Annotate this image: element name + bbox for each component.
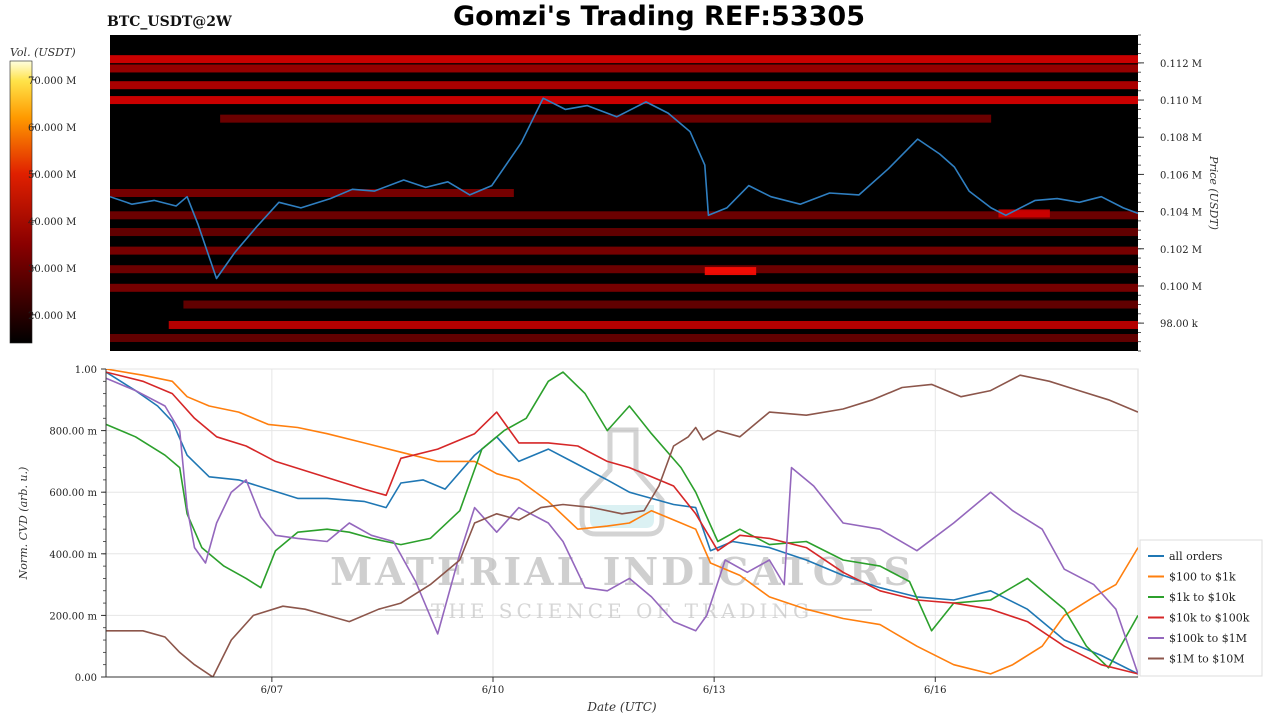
price-tick-label: 0.108 M [1160,133,1202,144]
liquidity-band [704,267,757,276]
legend-label: $1M to $10M [1169,653,1245,666]
colorbar-tick-label: 60.000 M [28,123,76,134]
colorbar-label: Vol. (USDT) [10,46,76,59]
cvd-y-axis-label: Norm. CVD (arb. u.) [17,467,30,581]
price-tick-label: 0.102 M [1160,245,1202,256]
watermark-line2: THE SCIENCE OF TRADING [431,599,813,623]
colorbar-tick-label: 70.000 M [28,76,76,87]
cvd-x-tick-label: 6/10 [482,685,504,696]
legend-label: $100 to $1k [1169,571,1236,584]
cvd-series-lines [106,369,1138,677]
price-tick-label: 0.104 M [1160,208,1202,219]
liquidity-band [110,246,1138,255]
cvd-x-axis-ticks: 6/07 6/10 6/13 6/16 [261,677,947,696]
liquidity-bands [110,55,1138,342]
symbol-label: BTC_USDT@2W [107,14,232,30]
price-line [110,97,1138,280]
cvd-series-line [106,371,1138,669]
liquidity-band [220,114,992,123]
colorbar-tick-label: 50.000 M [28,170,76,181]
liquidity-band [110,283,1138,292]
chart-title: Gomzi's Trading REF:53305 [453,1,865,32]
cvd-y-tick-label: 0.00 [75,673,97,684]
cvd-x-axis-label: Date (UTC) [586,700,656,714]
liquidity-band [110,265,1138,274]
cvd-y-tick-label: 800.00 m [49,427,97,438]
cvd-y-tick-label: 400.00 m [49,550,97,561]
price-tick-label: 0.106 M [1160,170,1202,181]
cvd-y-tick-label: 1.00 [75,365,97,376]
legend-label: all orders [1169,550,1223,563]
liquidity-band [110,333,1138,342]
price-tick-label: 0.112 M [1160,59,1202,70]
cvd-y-axis-ticks: 0.00 200.00 m 400.00 m 600.00 m 800.00 m 1.00 [49,365,106,684]
colorbar-tick-label: 30.000 M [28,264,76,275]
legend-label: $1k to $10k [1169,591,1236,604]
cvd-x-tick-label: 6/13 [703,685,725,696]
colorbar-ticks: 20.000 M 30.000 M 40.000 M 50.000 M 60.000 M… [28,76,76,322]
cvd-series-line [106,374,1138,677]
colorbar-tick-label: 40.000 M [28,217,76,228]
price-axis-label: Price (USDT) [1207,155,1220,230]
price-tick-label: 0.100 M [1160,282,1202,293]
liquidity-band [998,209,1050,218]
liquidity-band [183,300,1138,309]
cvd-x-tick-label: 6/07 [261,685,283,696]
colorbar-tick-label: 20.000 M [28,311,76,322]
cvd-y-tick-label: 600.00 m [49,488,97,499]
cvd-series-line [106,369,1138,675]
liquidity-band [110,96,1138,105]
legend: all orders $100 to $1k $1k to $10k $10k to … [1148,550,1250,666]
liquidity-band [110,211,1138,220]
cvd-series-line [106,371,1138,675]
liquidity-band [110,81,1138,90]
price-tick-label: 98.00 k [1160,319,1199,330]
liquidity-band [110,228,1138,237]
legend-label: $100k to $1M [1169,632,1247,645]
price-axis: 98.00 k 0.100 M 0.102 M 0.104 M 0.106 M 0.108… [1138,34,1202,352]
cvd-x-tick-label: 6/16 [924,685,946,696]
colorbar [9,60,33,344]
legend-box [1139,539,1263,677]
price-tick-label: 0.110 M [1160,96,1202,107]
cvd-series-line [106,377,1138,675]
liquidity-band [110,189,514,197]
legend-label: $10k to $100k [1169,612,1250,625]
watermark-logo-icon [579,427,665,537]
cvd-y-tick-label: 200.00 m [49,611,97,622]
price-line-group [110,97,1138,280]
liquidity-band [110,55,1138,64]
liquidity-band [110,64,1138,73]
liquidity-band [168,320,1138,329]
